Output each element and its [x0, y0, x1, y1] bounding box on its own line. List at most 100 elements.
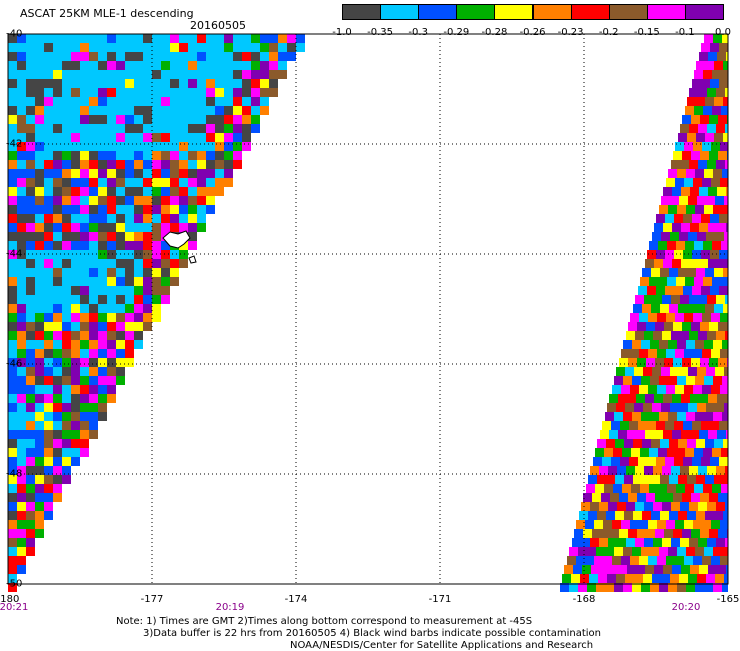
swath-cell [651, 511, 660, 520]
swath-cell [8, 205, 17, 214]
swath-cell [630, 385, 639, 394]
swath-cell [134, 79, 143, 88]
swath-cell [35, 151, 44, 160]
swath-cell [206, 205, 215, 214]
swath-cell [592, 529, 601, 538]
y-tick-label: -44 [6, 248, 23, 260]
swath-cell [188, 196, 197, 205]
swath-cell [116, 187, 125, 196]
swath-cell [89, 313, 98, 322]
swath-cell [609, 565, 618, 574]
swath-cell [53, 331, 62, 340]
swath-cell [17, 322, 26, 331]
swath-cell [233, 97, 242, 106]
swath-cell [44, 475, 53, 484]
swath-cell [251, 70, 260, 79]
swath-cell [26, 313, 35, 322]
swath-cell [134, 340, 143, 349]
swath-cell [44, 187, 53, 196]
swath-cell [695, 169, 704, 178]
swath-cell [89, 106, 98, 115]
swath-cell [53, 214, 62, 223]
swath-cell [663, 187, 672, 196]
swath-cell [26, 214, 35, 223]
swath-cell [134, 268, 143, 277]
swath-cell [720, 313, 728, 322]
swath-cell [8, 529, 17, 538]
swath-cell [646, 529, 655, 538]
swath-cell [716, 124, 725, 133]
swath-cell [134, 286, 143, 295]
swath-cell [634, 403, 643, 412]
swath-cell [8, 214, 17, 223]
swath-cell [669, 304, 678, 313]
swath-cell [215, 151, 224, 160]
swath-cell [71, 358, 80, 367]
swath-cell [703, 241, 712, 250]
swath-cell [35, 484, 44, 493]
swath-cell [143, 61, 152, 70]
swath-cell [71, 412, 80, 421]
swath-cell [685, 106, 694, 115]
swath-cell [80, 394, 89, 403]
swath-cell [614, 412, 623, 421]
swath-cell [161, 115, 170, 124]
swath-cell [697, 367, 706, 376]
swath-cell [656, 214, 665, 223]
swath-cell [673, 151, 682, 160]
swath-cell [703, 448, 712, 457]
swath-cell [664, 322, 673, 331]
swath-cell [170, 160, 179, 169]
swath-cell [80, 448, 89, 457]
swath-cell [689, 466, 698, 475]
swath-cell [26, 169, 35, 178]
swath-cell [71, 79, 80, 88]
swath-cell [71, 277, 80, 286]
swath-cell [673, 358, 682, 367]
swath-cell [134, 295, 143, 304]
swath-cell [678, 304, 687, 313]
swath-cell [71, 106, 80, 115]
swath-cell [711, 556, 720, 565]
swath-cell [689, 538, 698, 547]
swath-cell [666, 556, 675, 565]
swath-cell [726, 430, 728, 439]
swath-cell [35, 70, 44, 79]
swath-cell [624, 511, 633, 520]
swath-cell [44, 178, 53, 187]
swath-cell [80, 178, 89, 187]
swath-cell [17, 88, 26, 97]
swath-cell [26, 457, 35, 466]
swath-cell [678, 133, 687, 142]
swath-cell [206, 43, 215, 52]
swath-cell [677, 169, 686, 178]
swath-cell [713, 340, 722, 349]
swath-cell [709, 115, 718, 124]
swath-cell [660, 268, 669, 277]
swath-cell [89, 241, 98, 250]
swath-cell [188, 34, 197, 43]
swath-cell [17, 34, 26, 43]
swath-cell [26, 79, 35, 88]
swath-cell [681, 565, 690, 574]
swath-cell [8, 106, 17, 115]
swath-cell [89, 250, 98, 259]
swath-cell [675, 142, 684, 151]
swath-cell [44, 367, 53, 376]
swath-cell [636, 430, 645, 439]
swath-cell [125, 187, 134, 196]
swath-cell [251, 43, 260, 52]
swath-cell [679, 403, 688, 412]
swath-cell [98, 322, 107, 331]
swath-cell [17, 115, 26, 124]
swath-cell [53, 169, 62, 178]
swath-cell [722, 205, 728, 214]
swath-cell [653, 538, 662, 547]
swath-cell [26, 466, 35, 475]
swath-cell [80, 331, 89, 340]
swath-cell [675, 385, 684, 394]
swath-cell [53, 277, 62, 286]
swath-cell [62, 304, 71, 313]
swath-cell [663, 430, 672, 439]
swath-cell [8, 79, 17, 88]
